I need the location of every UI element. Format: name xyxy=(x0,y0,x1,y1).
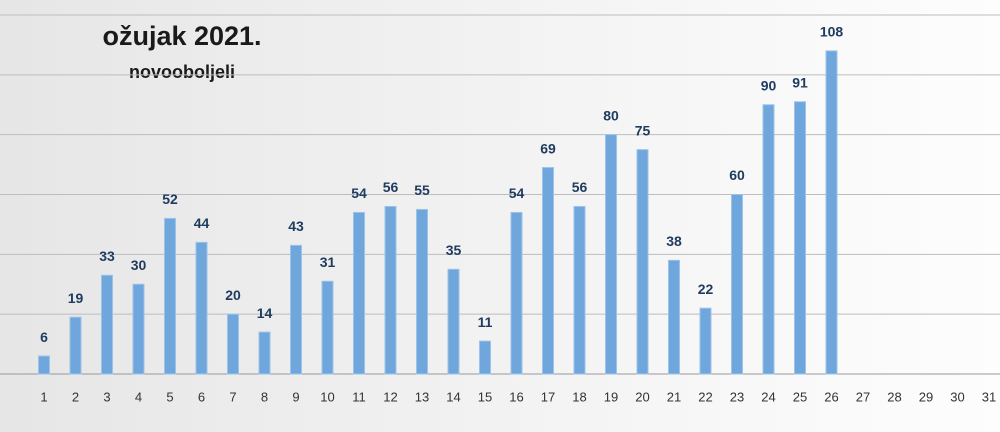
x-tick-label: 2 xyxy=(72,389,79,404)
data-label: 60 xyxy=(729,167,745,183)
bar xyxy=(227,313,239,375)
bar xyxy=(605,134,617,375)
bar xyxy=(353,211,365,375)
chart-subtitle: novooboljeli xyxy=(129,62,235,82)
bar xyxy=(510,211,523,375)
data-label: 30 xyxy=(131,257,147,273)
data-label: 14 xyxy=(257,305,273,321)
x-tick-label: 25 xyxy=(793,389,807,404)
x-tick-label: 29 xyxy=(919,389,933,404)
data-label: 91 xyxy=(792,74,808,90)
bar xyxy=(731,194,743,375)
data-label: 56 xyxy=(572,179,588,195)
data-label: 22 xyxy=(698,281,714,297)
data-label: 54 xyxy=(509,185,525,201)
x-tick-label: 14 xyxy=(446,389,460,404)
bar xyxy=(447,268,460,375)
x-tick-label: 8 xyxy=(261,389,268,404)
chart-title: ožujak 2021. xyxy=(102,21,261,51)
data-label: 38 xyxy=(666,233,682,249)
bar xyxy=(479,340,491,375)
bar xyxy=(195,241,208,375)
x-tick-label: 13 xyxy=(415,389,429,404)
bar xyxy=(258,331,271,375)
data-label: 11 xyxy=(478,314,493,330)
bar xyxy=(384,205,397,375)
x-tick-label: 7 xyxy=(229,389,236,404)
x-tick-label: 23 xyxy=(730,389,744,404)
x-tick-label: 5 xyxy=(166,389,173,404)
bar xyxy=(825,50,838,375)
bar xyxy=(101,274,113,375)
x-tick-label: 28 xyxy=(887,389,901,404)
bar xyxy=(542,167,554,375)
x-tick-label: 24 xyxy=(761,389,775,404)
x-tick-label: 9 xyxy=(292,389,299,404)
x-tick-label: 4 xyxy=(135,389,142,404)
x-tick-label: 10 xyxy=(320,389,334,404)
data-label: 19 xyxy=(68,290,84,306)
bar xyxy=(69,316,82,375)
bar xyxy=(132,283,145,375)
bar xyxy=(699,307,712,375)
data-label: 20 xyxy=(225,287,241,303)
data-label: 43 xyxy=(288,218,304,234)
data-label: 33 xyxy=(99,248,115,264)
x-tick-label: 15 xyxy=(478,389,492,404)
data-label: 52 xyxy=(162,191,178,207)
data-label: 80 xyxy=(603,107,619,123)
x-tick-label: 27 xyxy=(856,389,870,404)
data-label: 54 xyxy=(351,185,367,201)
data-label: 75 xyxy=(635,122,651,138)
x-tick-label: 31 xyxy=(982,389,996,404)
x-tick-label: 12 xyxy=(383,389,397,404)
bar xyxy=(38,355,50,375)
x-tick-label: 18 xyxy=(572,389,586,404)
data-label: 44 xyxy=(194,215,210,231)
x-tick-label: 11 xyxy=(352,389,366,404)
data-label: 6 xyxy=(40,329,48,345)
data-label: 108 xyxy=(820,24,844,40)
data-label: 69 xyxy=(540,140,556,156)
data-label: 31 xyxy=(320,254,336,270)
x-tick-label: 6 xyxy=(198,389,205,404)
bar xyxy=(762,104,775,375)
x-tick-label: 21 xyxy=(667,389,681,404)
bar xyxy=(321,280,334,375)
x-tick-label: 16 xyxy=(509,389,523,404)
bar xyxy=(290,244,302,375)
x-tick-label: 3 xyxy=(103,389,110,404)
data-label: 56 xyxy=(383,179,399,195)
bar xyxy=(164,217,176,375)
bar xyxy=(794,101,806,375)
x-tick-label: 22 xyxy=(698,389,712,404)
x-tick-label: 19 xyxy=(604,389,618,404)
data-label: 35 xyxy=(446,242,462,258)
x-tick-label: 30 xyxy=(950,389,964,404)
x-tick-label: 20 xyxy=(635,389,649,404)
bar xyxy=(573,205,586,375)
x-tick-label: 1 xyxy=(40,389,47,404)
data-label: 55 xyxy=(414,182,430,198)
x-tick-label: 17 xyxy=(541,389,555,404)
bar xyxy=(668,259,680,375)
data-label: 90 xyxy=(761,77,777,93)
x-tick-label: 26 xyxy=(824,389,838,404)
bar xyxy=(416,208,428,375)
bar xyxy=(636,149,649,375)
